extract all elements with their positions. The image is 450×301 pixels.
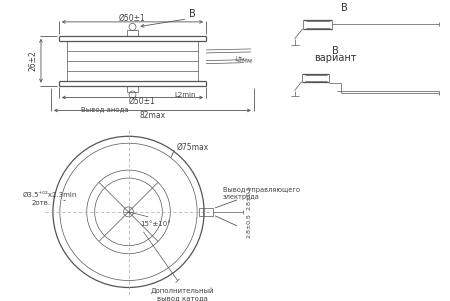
Text: 26±2: 26±2 bbox=[28, 50, 37, 71]
Text: электрода: электрода bbox=[223, 194, 260, 200]
Text: Ø75max: Ø75max bbox=[176, 143, 208, 152]
Text: Вывод анода: Вывод анода bbox=[81, 107, 128, 113]
Text: Ø3.5⁺⁰²x2.3min: Ø3.5⁺⁰²x2.3min bbox=[23, 192, 77, 198]
Text: 2отв.: 2отв. bbox=[31, 200, 50, 206]
Text: 2.8±0.5: 2.8±0.5 bbox=[246, 213, 252, 238]
Text: L2min: L2min bbox=[174, 92, 196, 98]
Text: 15°±10°: 15°±10° bbox=[140, 221, 171, 227]
Text: Ø50±1: Ø50±1 bbox=[129, 97, 156, 106]
Text: B: B bbox=[341, 3, 348, 13]
Text: B: B bbox=[189, 9, 196, 19]
Bar bbox=[199, 208, 213, 216]
Text: B: B bbox=[332, 46, 339, 56]
Text: Вывод управляющего: Вывод управляющего bbox=[223, 187, 300, 193]
Text: L5мм: L5мм bbox=[234, 56, 253, 64]
Text: вариант: вариант bbox=[314, 53, 357, 63]
Text: вывод катода: вывод катода bbox=[157, 295, 208, 301]
Text: Дополнительный: Дополнительный bbox=[151, 287, 214, 294]
Text: 82max: 82max bbox=[140, 111, 166, 120]
Text: Ø50±1: Ø50±1 bbox=[119, 14, 146, 22]
Text: 2.8±0.5: 2.8±0.5 bbox=[246, 185, 252, 210]
